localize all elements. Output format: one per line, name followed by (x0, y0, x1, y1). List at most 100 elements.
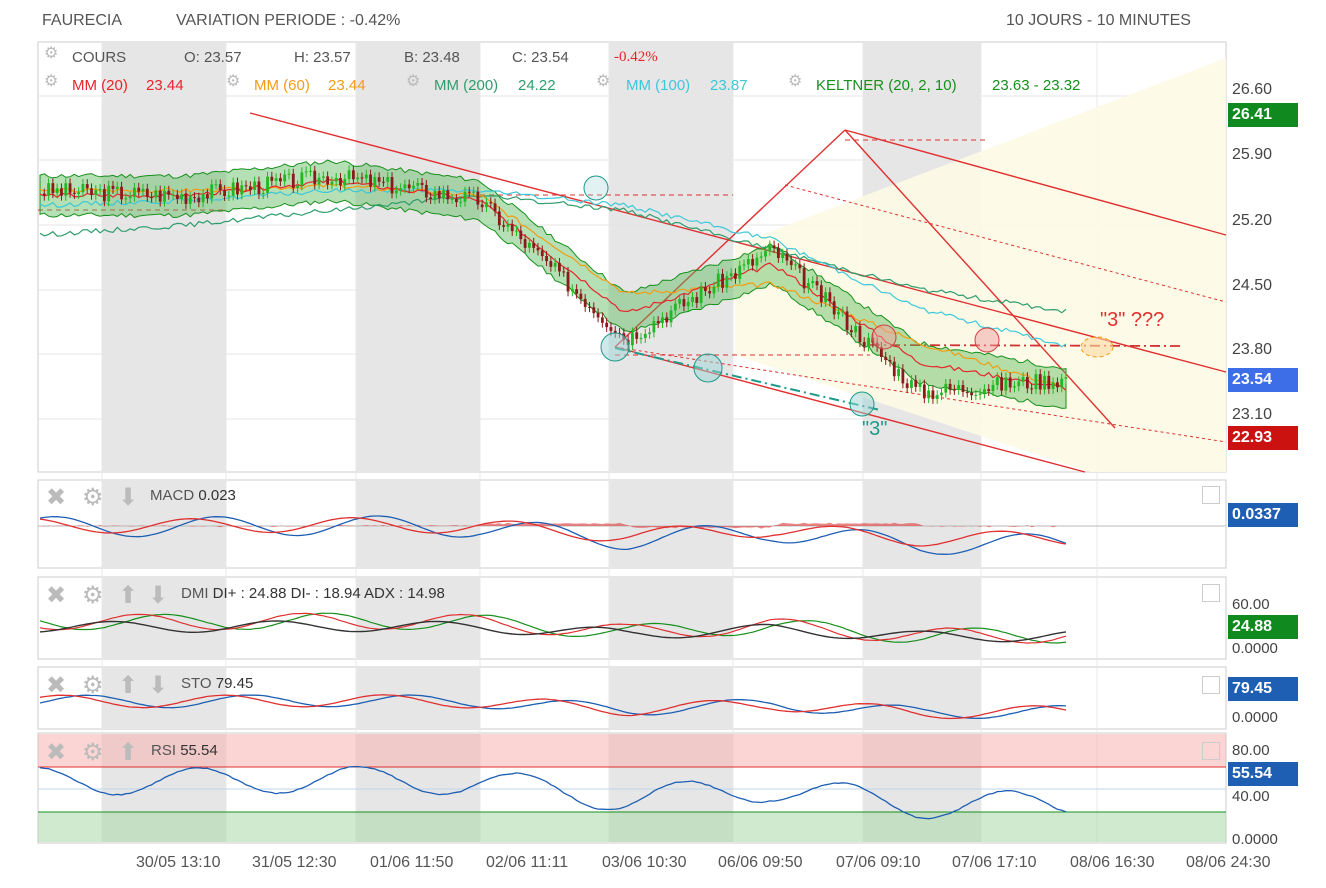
arrow-up-icon[interactable]: ⬆ (118, 739, 139, 766)
candle-body (596, 313, 600, 318)
candle-body (180, 194, 184, 200)
price-badge: 23.54 (1228, 368, 1298, 392)
candle-body (682, 299, 686, 307)
close-icon[interactable]: ✖ (46, 739, 67, 766)
candle-body (588, 306, 591, 308)
cours-gear-icon[interactable]: ⚙ (44, 45, 59, 62)
arrow-up-icon[interactable]: ⬆ (118, 582, 139, 609)
candle-body (51, 183, 55, 194)
macd-value: 0.023 (198, 487, 236, 504)
candle-body (188, 197, 192, 204)
candle-body (643, 333, 647, 339)
candle-body (218, 184, 222, 190)
candle-body (738, 265, 742, 279)
price-tick: 25.20 (1232, 212, 1273, 229)
candle-body (824, 292, 827, 303)
candle-body (317, 177, 321, 185)
candle-body (227, 195, 231, 197)
candle-body (768, 245, 772, 251)
candle-body (837, 311, 840, 315)
candle-body (369, 174, 372, 187)
candle-body (274, 178, 278, 181)
candle-body (309, 170, 312, 172)
sto-checkbox[interactable] (1202, 676, 1220, 694)
candle-body (394, 190, 398, 194)
close-icon[interactable]: ✖ (46, 582, 67, 609)
mm100-gear-icon[interactable]: ⚙ (596, 73, 611, 90)
candle-body (296, 185, 299, 188)
candlesticks (42, 165, 1068, 404)
x-tick: 02/06 11:11 (486, 854, 569, 871)
candle-body (279, 178, 282, 182)
candle-body (364, 174, 368, 179)
price-tick: 23.80 (1232, 341, 1273, 358)
gear-icon[interactable]: ⚙ (82, 582, 104, 609)
wave3-question: "3" ??? (1100, 309, 1164, 331)
candle-body (755, 257, 759, 266)
arrow-down-icon[interactable]: ⬇ (148, 672, 169, 699)
candle-body (897, 369, 900, 377)
dmi-tick: 0.0000 (1232, 640, 1278, 657)
candle-body (386, 177, 390, 182)
arrow-down-icon[interactable]: ⬇ (148, 582, 169, 609)
candle-body (862, 342, 866, 347)
candle-body (965, 392, 969, 394)
target-ellipse (1080, 336, 1114, 358)
candle-body (347, 170, 351, 180)
candle-body (776, 248, 780, 259)
candle-body (631, 332, 634, 346)
candle-body (94, 190, 98, 195)
high-badge: 26.41 (1228, 103, 1298, 127)
candle-body (351, 170, 355, 180)
mm200-line (39, 195, 1067, 314)
time-range[interactable]: 10 JOURS - 10 MINUTES (1006, 12, 1191, 29)
candle-body (197, 197, 201, 203)
candle-body (652, 321, 656, 333)
mm60-gear-icon[interactable]: ⚙ (226, 73, 241, 90)
gear-icon[interactable]: ⚙ (82, 484, 104, 511)
mm20-gear-icon[interactable]: ⚙ (44, 73, 59, 90)
rsi-value: 55.54 (180, 742, 218, 759)
candle-body (579, 293, 583, 299)
gear-icon[interactable]: ⚙ (82, 672, 104, 699)
arrow-down-icon[interactable]: ⬇ (118, 484, 139, 511)
candle-body (1060, 378, 1064, 388)
candle-body (828, 292, 832, 302)
close-icon[interactable]: ✖ (46, 484, 67, 511)
legend-cours: COURS (72, 49, 127, 66)
vertical-gridlines (101, 43, 1098, 842)
candle-body (948, 383, 952, 390)
candle-body (1030, 388, 1034, 390)
candle-body (403, 184, 407, 189)
macd-checkbox[interactable] (1202, 486, 1220, 504)
mm200-gear-icon[interactable]: ⚙ (406, 73, 421, 90)
candle-body (532, 242, 536, 248)
close-icon[interactable]: ✖ (46, 672, 67, 699)
candle-body (545, 256, 548, 262)
candle-body (167, 190, 171, 195)
dmi-checkbox[interactable] (1202, 584, 1220, 602)
candle-body (326, 176, 330, 185)
candle-body (382, 181, 385, 183)
candle-body (562, 271, 566, 273)
candle-body (72, 192, 76, 194)
candle-body (1056, 382, 1059, 388)
candle-body (678, 299, 682, 304)
rsi-badge: 55.54 (1228, 762, 1298, 786)
x-tick: 01/06 11:50 (370, 854, 454, 871)
candle-body (360, 177, 364, 179)
mm20-label: MM (20) (72, 77, 128, 94)
macd-line (39, 515, 1067, 555)
gear-icon[interactable]: ⚙ (82, 739, 104, 766)
rsi-oversold-zone (38, 812, 1226, 842)
candle-body (892, 361, 896, 377)
candle-body (68, 183, 72, 193)
arrow-up-icon[interactable]: ⬆ (118, 672, 139, 699)
candle-body (1008, 377, 1012, 388)
candle-body (102, 189, 106, 202)
candle-body (442, 190, 445, 199)
x-tick: 07/06 17:10 (952, 854, 1037, 871)
keltner-gear-icon[interactable]: ⚙ (788, 73, 803, 90)
candle-body (201, 194, 205, 203)
rsi-checkbox[interactable] (1202, 742, 1220, 760)
